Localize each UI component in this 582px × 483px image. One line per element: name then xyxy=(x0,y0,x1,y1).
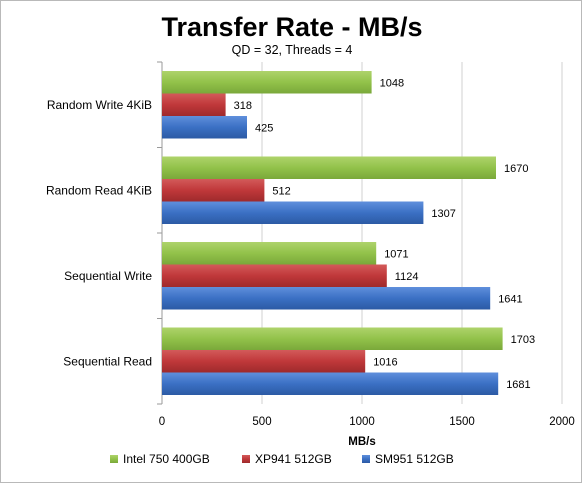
bar xyxy=(162,264,387,287)
x-tick-label: 500 xyxy=(252,416,271,428)
legend-label: SM951 512GB xyxy=(375,452,454,466)
bar xyxy=(162,327,503,350)
data-label: 1681 xyxy=(506,379,530,391)
category-label: Sequential Read xyxy=(63,354,152,368)
chart-title: Transfer Rate - MB/s xyxy=(161,12,422,42)
legend-label: Intel 750 400GB xyxy=(123,452,210,466)
legend-swatch xyxy=(242,455,250,463)
x-tick-label: 1000 xyxy=(349,416,375,428)
data-label: 425 xyxy=(255,122,273,134)
category-label: Random Write 4KiB xyxy=(47,98,152,112)
x-tick-label: 0 xyxy=(159,416,165,428)
legend-label: XP941 512GB xyxy=(255,452,332,466)
bar xyxy=(162,372,499,395)
bar xyxy=(162,179,265,202)
plot-area: 0 500 1000 1500 2000 Random Write 4KiB 1048 318… xyxy=(46,61,575,428)
legend-swatch xyxy=(110,455,118,463)
category-label: Random Read 4KiB xyxy=(46,183,152,197)
data-label: 1016 xyxy=(373,356,397,368)
x-tick-label: 2000 xyxy=(549,416,575,428)
chart-subtitle: QD = 32, Threads = 4 xyxy=(232,43,353,57)
data-label: 1670 xyxy=(504,163,528,175)
data-label: 1071 xyxy=(384,248,408,260)
bar xyxy=(162,350,366,373)
bar xyxy=(162,287,491,310)
legend-swatch xyxy=(362,455,370,463)
data-label: 1124 xyxy=(395,271,419,283)
data-label: 1307 xyxy=(431,208,455,220)
data-label: 318 xyxy=(234,100,252,112)
data-label: 1048 xyxy=(380,77,404,89)
bar xyxy=(162,71,372,94)
x-axis-title: MB/s xyxy=(348,436,375,448)
bar xyxy=(162,116,247,139)
legend: Intel 750 400GB XP941 512GB SM951 512GB xyxy=(110,452,454,466)
category-label: Sequential Write xyxy=(64,269,152,283)
bar xyxy=(162,201,424,224)
data-label: 1641 xyxy=(498,293,522,305)
data-label: 512 xyxy=(272,185,290,197)
x-tick-label: 1500 xyxy=(449,416,475,428)
bar xyxy=(162,156,496,179)
bar xyxy=(162,93,226,116)
bar xyxy=(162,242,377,265)
data-label: 1703 xyxy=(511,334,535,346)
